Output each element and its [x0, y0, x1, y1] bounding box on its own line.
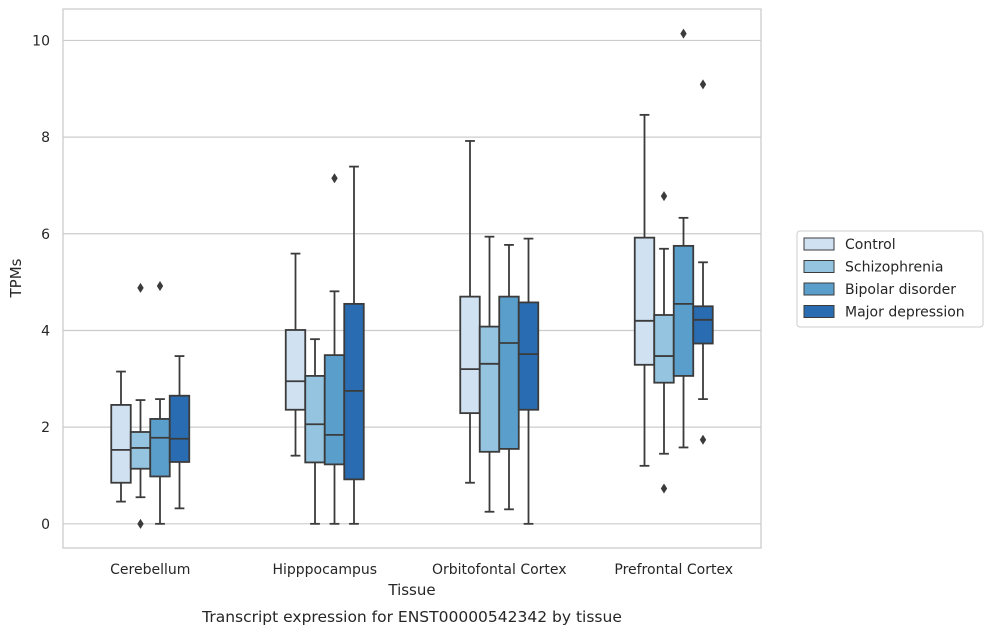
box-body — [672, 244, 695, 377]
legend-swatch — [803, 305, 835, 318]
box-schizophrenia — [653, 191, 675, 494]
y-tick-labels: 0 2 4 6 8 10 — [32, 33, 50, 532]
plot-frame — [62, 8, 762, 549]
figure-caption: Transcript expression for ENST0000054234… — [201, 608, 622, 626]
y-tick-label: 4 — [41, 323, 50, 339]
box-body — [517, 301, 540, 411]
legend-label: Schizophrenia — [845, 260, 943, 276]
y-tick-label: 8 — [41, 130, 50, 146]
legend-label: Major depression — [845, 305, 965, 321]
legend: Control Schizophrenia Bipolar disorder Majo… — [796, 230, 984, 328]
box-body — [323, 354, 346, 466]
box-body — [653, 314, 675, 384]
box-body — [692, 305, 714, 345]
box-body — [498, 295, 520, 450]
outlier-point — [137, 282, 144, 293]
y-tick-label: 2 — [41, 420, 50, 436]
box-bipolar-disorder — [323, 173, 346, 525]
box-body — [168, 394, 191, 463]
legend-label: Control — [845, 237, 896, 253]
outlier-point — [660, 191, 668, 202]
outlier-point — [660, 483, 668, 494]
legend-swatch — [803, 260, 835, 273]
x-tick-labels: Cerebellum Hipppocampus Orbitofontal Corte… — [110, 562, 733, 578]
outlier-point — [699, 79, 707, 90]
box-control — [284, 252, 307, 457]
box-major-depression — [692, 79, 714, 445]
outlier-point — [156, 280, 164, 291]
box-control — [633, 113, 656, 467]
y-tick-label: 0 — [41, 517, 50, 533]
outlier-point — [331, 173, 338, 184]
box-body — [284, 329, 307, 411]
box-schizophrenia — [129, 282, 152, 529]
box-body — [633, 236, 656, 366]
box-major-depression — [343, 165, 365, 525]
legend-swatch — [803, 237, 835, 251]
y-tick-label: 10 — [32, 33, 50, 49]
box-bipolar-disorder — [672, 28, 695, 449]
x-axis-label: Tissue — [387, 581, 435, 599]
box-major-depression — [517, 237, 540, 525]
box-body — [459, 295, 481, 415]
x-tick-label: Cerebellum — [110, 562, 190, 578]
x-tick-label: Prefrontal Cortex — [614, 562, 733, 578]
box-major-depression — [168, 355, 191, 510]
box-body — [149, 418, 171, 478]
y-axis-label: TPMs — [7, 258, 25, 298]
box-body — [478, 325, 501, 453]
legend-swatch — [803, 282, 835, 296]
boxes — [110, 28, 714, 529]
outlier-point — [699, 434, 707, 445]
legend-frame — [796, 230, 984, 328]
legend-label: Bipolar disorder — [845, 282, 956, 298]
x-tick-label: Hipppocampus — [272, 562, 377, 578]
box-body — [110, 404, 132, 484]
outlier-point — [680, 28, 687, 39]
box-schizophrenia — [304, 338, 326, 525]
box-body — [304, 375, 326, 464]
box-control — [459, 140, 481, 484]
outlier-point — [137, 518, 144, 529]
box-control — [110, 370, 132, 503]
y-tick-label: 6 — [41, 227, 50, 243]
x-tick-label: Orbitofontal Cortex — [432, 562, 567, 578]
box-body — [129, 431, 152, 470]
